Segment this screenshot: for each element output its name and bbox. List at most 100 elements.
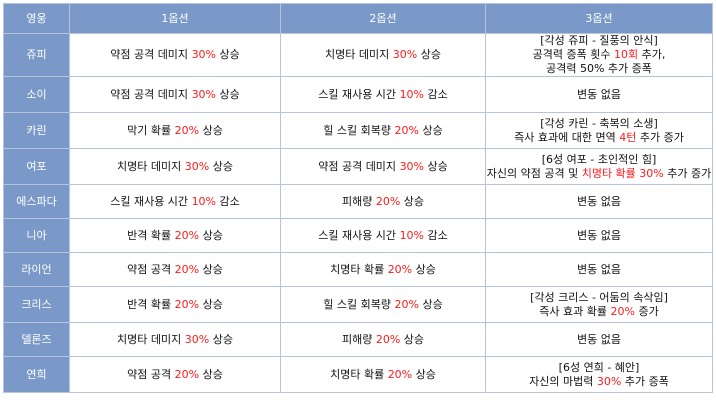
text-segment: 자신의 약점 공격 및 [486, 166, 582, 180]
highlight-value: 10% [399, 228, 425, 242]
table-row: 라이언 약점 공격 20% 상승 치명타 확률 20% 상승 변동 없음 [3, 252, 713, 287]
option-3-cell: 변동 없음 [485, 184, 713, 219]
highlight-value: 20% [387, 262, 413, 276]
text-segment: 상승 [417, 48, 441, 61]
option-1-cell: 약점 공격 20% 상승 [69, 356, 281, 393]
option-line: 피해량 20% 상승 [282, 332, 485, 347]
text-segment: 반격 확률 [127, 297, 175, 311]
option-3-cell: [각성 카린 - 축복의 소생] 즉사 효과에 대한 면역 4턴 추가 증가 [485, 112, 713, 149]
text-segment: 변동 없음 [577, 228, 621, 242]
option-line: 약점 공격 데미지 30% 상승 [71, 87, 280, 102]
table-row: 카린 막기 확률 20% 상승 힐 스킬 회복량 20% 상승 [각성 카린 - 축복… [3, 112, 713, 149]
option-3-cell: 변동 없음 [485, 252, 713, 287]
hero-name-cell: 에스파다 [3, 184, 70, 219]
text-segment: 치명타 확률 [330, 262, 388, 276]
table-row: 소이 약점 공격 데미지 30% 상승 스킬 재사용 시간 10% 감소 변동 없음 [3, 76, 713, 113]
highlight-value: 20% [394, 123, 419, 137]
option-1-cell: 약점 공격 데미지 30% 상승 [69, 33, 281, 77]
text-segment: [각성 크리스 - 어둠의 속삭임] [530, 290, 668, 304]
option-line: 변동 없음 [487, 195, 712, 209]
option-line: 약점 공격 데미지 30% 상승 [71, 48, 280, 62]
option-line: [각성 카린 - 축복의 소생] [487, 116, 712, 131]
text-segment: 스킬 재사용 시간 [318, 87, 400, 101]
text-segment: 추가, [638, 48, 666, 61]
highlight-value: 20% [375, 194, 401, 208]
option-line: 스킬 재사용 시간 10% 감소 [282, 228, 485, 243]
option-line: 반격 확률 20% 상승 [71, 228, 280, 243]
highlight-value: 30% [184, 159, 210, 173]
text-segment: 치명타 데미지 [117, 159, 185, 173]
option-line: 자신의 마법력 30% 추가 증폭 [487, 374, 712, 389]
highlight-value: 20% [610, 304, 635, 318]
hero-name-cell: 여포 [3, 148, 70, 185]
header-option-2: 2옵션 [280, 3, 486, 34]
hero-name-cell: 카린 [3, 112, 70, 149]
option-1-cell: 약점 공격 데미지 30% 상승 [69, 76, 281, 113]
header-hero: 영웅 [3, 3, 70, 34]
highlight-value: 10% [191, 194, 217, 208]
option-1-cell: 반격 확률 20% 상승 [69, 286, 281, 323]
option-2-cell: 피해량 20% 상승 [280, 184, 486, 219]
text-segment: 약점 공격 데미지 [110, 87, 192, 101]
text-segment: 상승 [412, 262, 436, 276]
option-line: 약점 공격 20% 상승 [71, 367, 280, 382]
highlight-value: 30% [596, 374, 622, 388]
option-line: 변동 없음 [487, 332, 712, 347]
hero-name-cell: 쥬피 [3, 33, 70, 77]
option-3-cell: [각성 쥬피 - 질풍의 안식] 공격력 증폭 횟수 10회 추가, 공격력 50%… [485, 33, 713, 77]
text-segment: 상승 [199, 228, 223, 242]
option-3-cell: [각성 크리스 - 어둠의 속삭임] 즉사 효과 확률 20% 증가 [485, 286, 713, 323]
text-segment: 치명타 데미지 [117, 332, 185, 346]
option-1-cell: 치명타 데미지 30% 상승 [69, 322, 281, 357]
text-segment: 상승 [412, 367, 436, 381]
text-segment: 약점 공격 데미지 [110, 48, 192, 61]
option-3-cell: 변동 없음 [485, 76, 713, 113]
option-line: 치명타 데미지 30% 상승 [71, 332, 280, 347]
text-segment: 변동 없음 [577, 332, 621, 346]
highlight-value: 20% [174, 297, 200, 311]
table-header-row: 영웅 1옵션 2옵션 3옵션 [3, 3, 713, 34]
text-segment: [6성 여포 - 초인적인 힘] [541, 152, 657, 166]
text-segment: 상승 [216, 48, 240, 61]
option-2-cell: 힐 스킬 회복량 20% 상승 [280, 286, 486, 323]
option-line: 변동 없음 [487, 262, 712, 277]
highlight-value: 10회 [613, 48, 639, 61]
option-line: 변동 없음 [487, 87, 712, 102]
option-2-cell: 치명타 데미지 30% 상승 [280, 33, 486, 77]
text-segment: 상승 [400, 332, 425, 346]
option-line: 치명타 확률 20% 상승 [282, 367, 485, 382]
text-segment: 상승 [199, 367, 223, 381]
option-2-cell: 스킬 재사용 시간 10% 감소 [280, 76, 486, 113]
text-segment: 상승 [400, 194, 425, 208]
text-segment: 즉사 효과에 대한 면역 [514, 130, 620, 144]
option-1-cell: 치명타 데미지 30% 상승 [69, 148, 281, 185]
option-line: 변동 없음 [487, 228, 712, 243]
text-segment: 즉사 효과 확률 [539, 304, 611, 318]
text-segment: [각성 카린 - 축복의 소생] [540, 116, 658, 130]
hero-options-table: 영웅 1옵션 2옵션 3옵션 쥬피 약점 공격 데미지 30% 상승 치명타 데미지… [3, 3, 713, 393]
text-segment: 힐 스킬 회복량 [323, 297, 395, 311]
hero-name-cell: 델론즈 [3, 322, 70, 357]
highlight-value: 20% [174, 367, 200, 381]
text-segment: 약점 공격 [127, 262, 175, 276]
text-segment: 변동 없음 [577, 262, 621, 276]
option-1-cell: 스킬 재사용 시간 10% 감소 [69, 184, 281, 219]
text-segment: 상승 [199, 123, 223, 137]
highlight-value: 치명타 확률 30% [581, 166, 664, 180]
option-line: [6성 여포 - 초인적인 힘] [487, 152, 712, 167]
text-segment: 증가 [634, 304, 659, 318]
text-segment: 약점 공격 [127, 367, 175, 381]
option-line: 공격력 50% 추가 증폭 [487, 62, 712, 76]
option-3-cell: 변동 없음 [485, 218, 713, 253]
table-row: 니아 반격 확률 20% 상승 스킬 재사용 시간 10% 감소 변동 없음 [3, 218, 713, 253]
option-line: 반격 확률 20% 상승 [71, 297, 280, 312]
text-segment: 스킬 재사용 시간 [318, 228, 400, 242]
option-2-cell: 치명타 확률 20% 상승 [280, 356, 486, 393]
option-line: 치명타 데미지 30% 상승 [71, 159, 280, 174]
option-2-cell: 치명타 확률 20% 상승 [280, 252, 486, 287]
highlight-value: 30% [191, 87, 217, 101]
option-2-cell: 약점 공격 데미지 30% 상승 [280, 148, 486, 185]
option-line: [각성 쥬피 - 질풍의 안식] [487, 35, 712, 49]
option-3-cell: 변동 없음 [485, 322, 713, 357]
text-segment: 변동 없음 [577, 87, 621, 101]
